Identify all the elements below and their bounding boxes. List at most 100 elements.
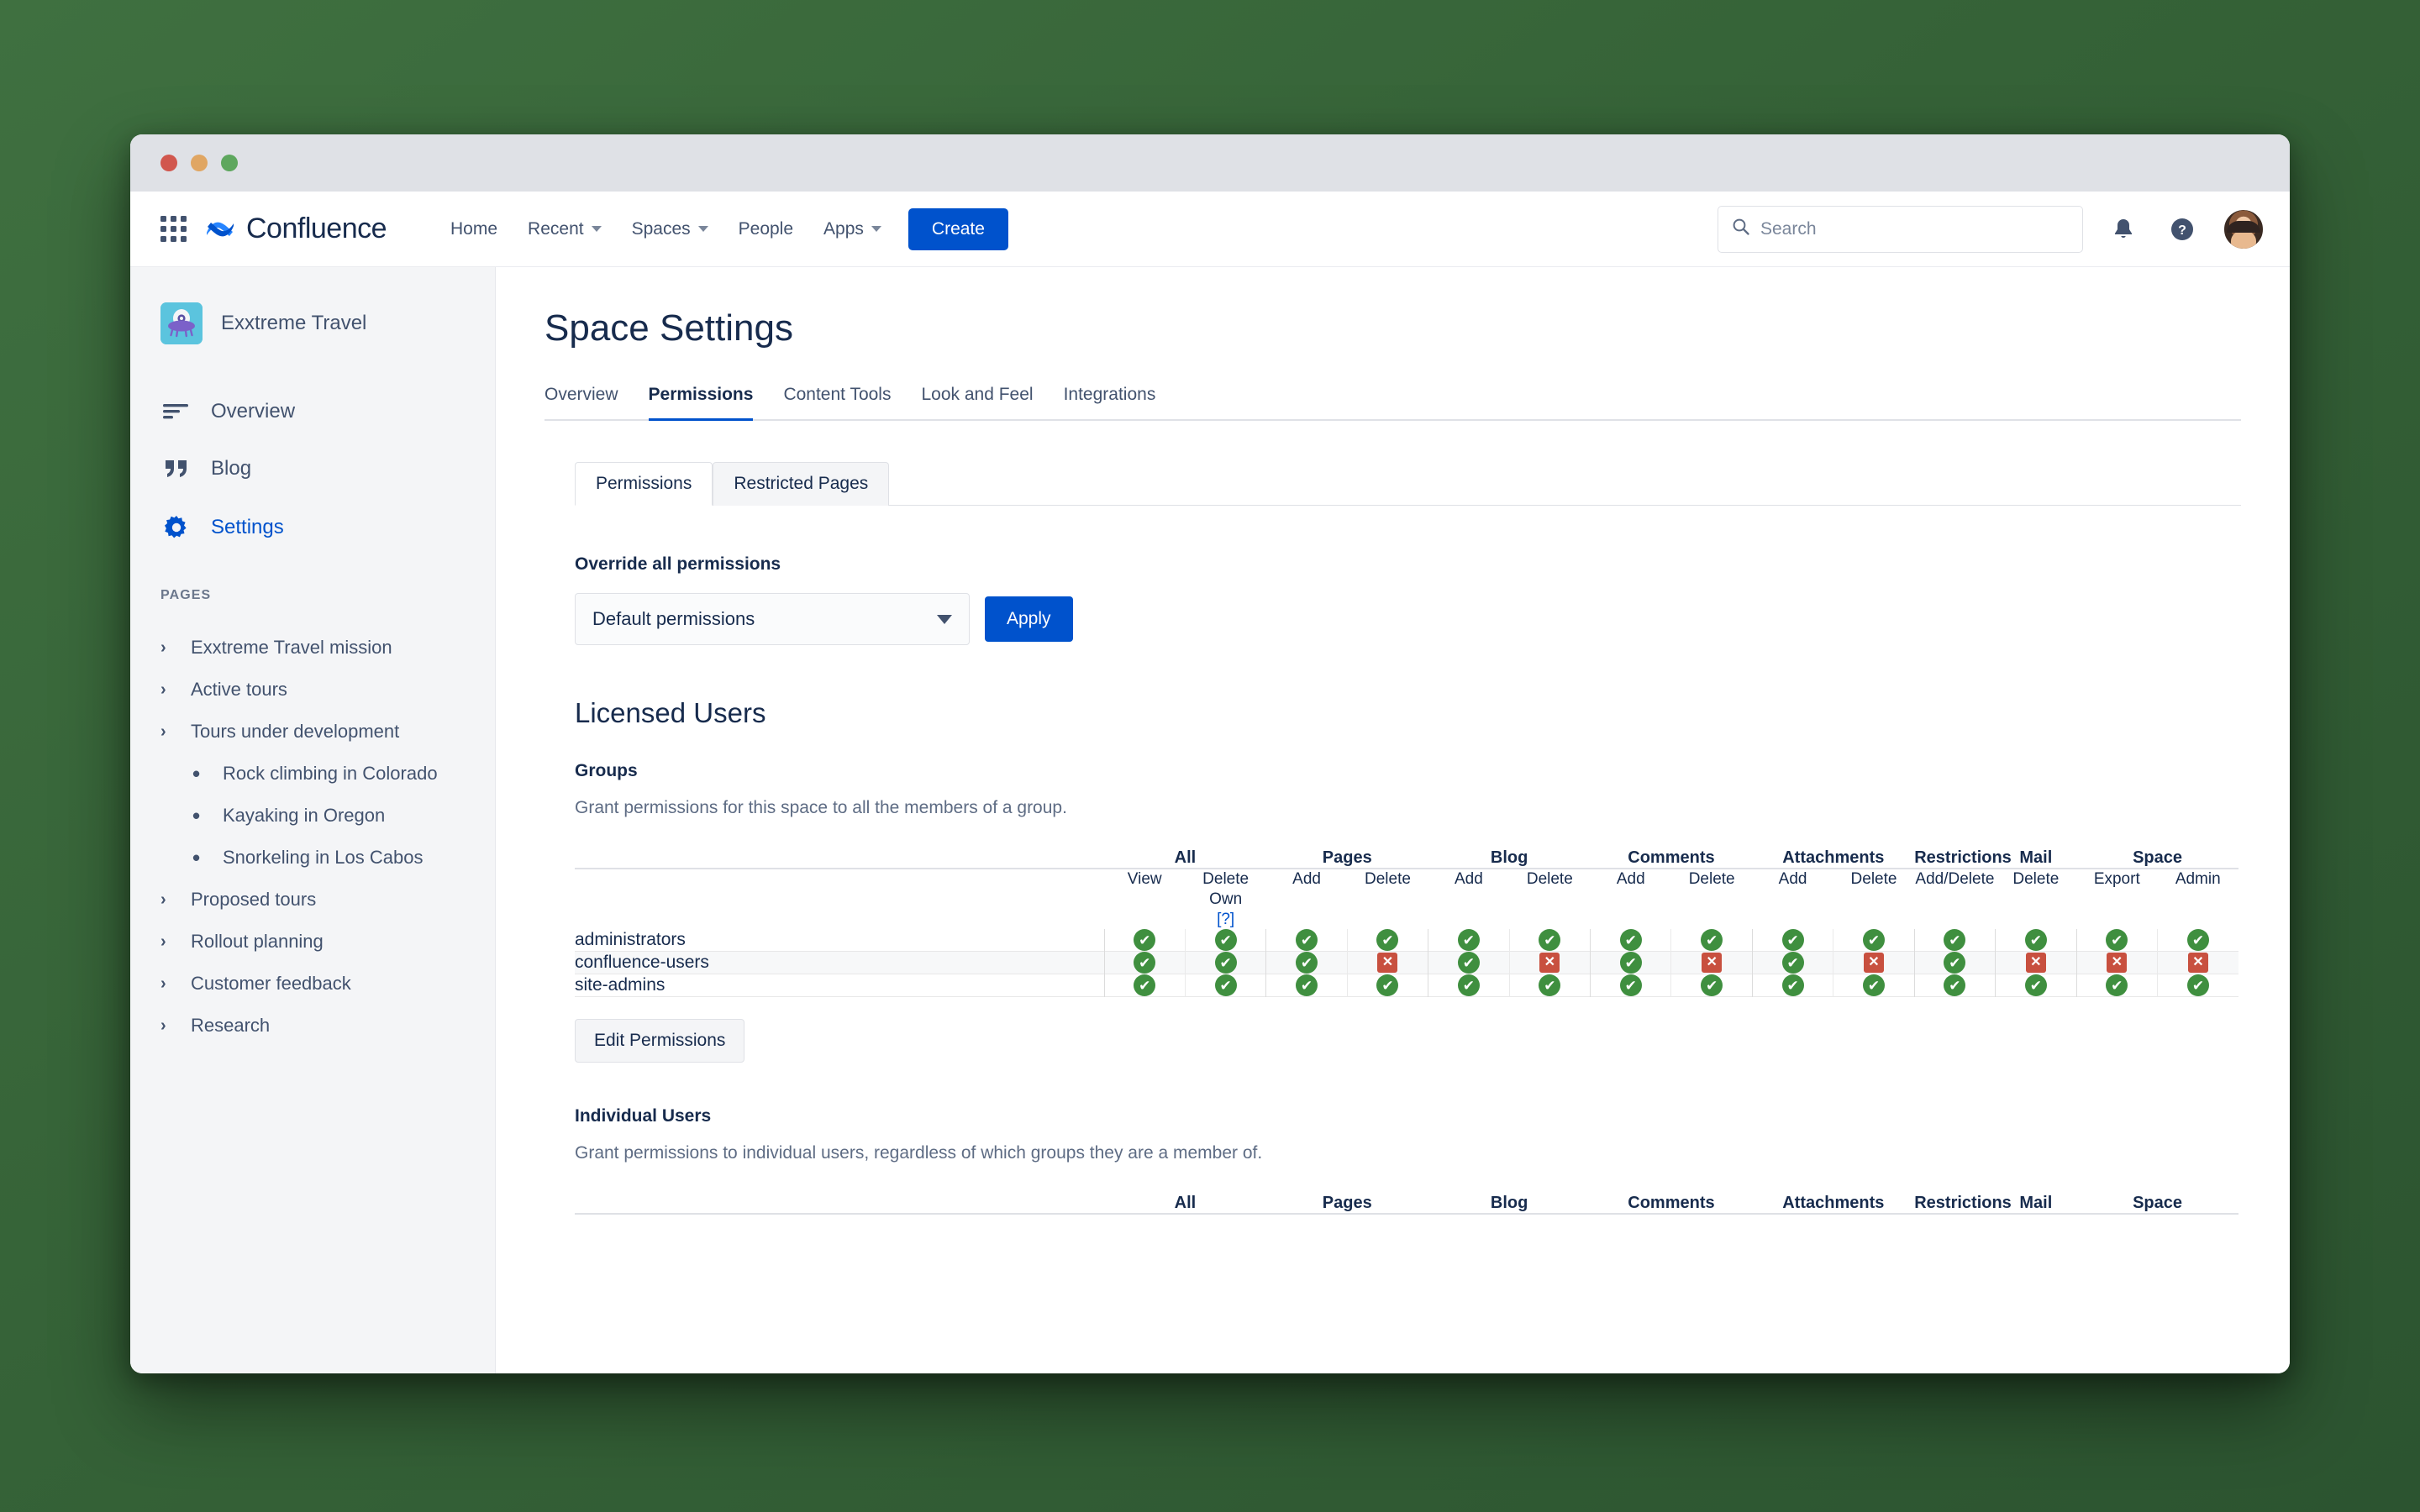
permissions-subtabs: Permissions Restricted Pages <box>575 461 2241 506</box>
bell-icon[interactable] <box>2105 211 2142 248</box>
header-group-space-2: Space <box>2076 1194 2238 1215</box>
permission-granted-icon: ✔ <box>1995 974 2077 997</box>
sub-header-all-view: View <box>1127 870 1162 888</box>
group-permissions-table: All Pages Blog Comments Attachments Rest… <box>575 848 2238 997</box>
permission-granted-icon: ✔ <box>2075 929 2158 952</box>
nav-item-recent[interactable]: Recent <box>513 211 617 248</box>
maximize-window-button[interactable] <box>221 155 238 171</box>
tree-item-exxtreme-travel-mission[interactable]: › Exxtreme Travel mission <box>130 627 495 669</box>
header-group-pages: Pages <box>1265 848 1428 869</box>
permission-granted-icon: ✔ <box>1184 951 1266 974</box>
tree-item-label: Rock climbing in Colorado <box>223 763 438 784</box>
permission-granted-icon: ✔ <box>1428 974 1510 997</box>
permission-granted-icon: ✔ <box>1833 929 1915 952</box>
page-body: Exxtreme Travel Overview <box>130 267 2290 1373</box>
tree-item-label: Rollout planning <box>191 931 324 952</box>
nav-item-recent-label: Recent <box>528 218 584 239</box>
sub-header-comments-add: Add <box>1616 870 1645 888</box>
tree-item-proposed-tours[interactable]: › Proposed tours <box>130 879 495 921</box>
edit-permissions-button[interactable]: Edit Permissions <box>575 1019 745 1063</box>
chevron-right-icon[interactable]: › <box>160 722 166 741</box>
chevron-down-icon <box>937 614 952 624</box>
chevron-right-icon[interactable]: › <box>160 932 166 951</box>
header-group-restrictions-2: Restrictions <box>1914 1194 2012 1215</box>
minimize-window-button[interactable] <box>191 155 208 171</box>
tab-integrations[interactable]: Integrations <box>1063 385 1156 404</box>
permission-granted-icon: ✔ <box>2075 974 2158 997</box>
tree-item-customer-feedback[interactable]: › Customer feedback <box>130 963 495 1005</box>
nav-item-home-label: Home <box>450 218 498 239</box>
close-window-button[interactable] <box>160 155 177 171</box>
brand-text: Confluence <box>246 213 387 244</box>
permissions-table-body: administrators ✔ ✔ ✔ ✔ ✔ ✔ ✔ ✔ ✔ ✔ ✔ ✔ ✔ ✔ confluence-u… <box>575 929 2238 997</box>
group-name-header <box>575 848 1104 869</box>
tree-item-label: Snorkeling in Los Cabos <box>223 847 424 868</box>
create-button[interactable]: Create <box>908 207 1008 250</box>
chevron-right-icon[interactable]: › <box>160 638 166 657</box>
tree-item-label: Proposed tours <box>191 889 317 910</box>
grid-apps-icon[interactable] <box>154 210 192 249</box>
search-box[interactable] <box>1718 205 2083 253</box>
header-group-mail: Mail <box>1995 848 2077 869</box>
header-group-attachments: Attachments <box>1752 848 1915 869</box>
nav-item-people[interactable]: People <box>723 211 808 248</box>
permission-granted-icon: ✔ <box>1184 974 1266 997</box>
tab-overview[interactable]: Overview <box>544 385 618 404</box>
search-input[interactable] <box>1760 218 2069 239</box>
tree-item-tours-under-development[interactable]: › Tours under development <box>130 711 495 753</box>
sub-header-mail-delete: Delete <box>2012 870 2060 888</box>
permission-granted-icon: ✔ <box>1590 929 1671 952</box>
tree-item-rock-climbing-in-colorado[interactable]: • Rock climbing in Colorado <box>130 753 495 795</box>
nav-item-home[interactable]: Home <box>435 211 513 248</box>
header-group-comments-2: Comments <box>1590 1194 1753 1215</box>
header-group-space: Space <box>2076 848 2238 869</box>
sidebar-item-settings[interactable]: Settings <box>130 504 495 551</box>
question-circle-icon[interactable]: ? <box>2164 211 2201 248</box>
tree-item-snorkeling-in-los-cabos[interactable]: • Snorkeling in Los Cabos <box>130 837 495 879</box>
confluence-home-link[interactable]: Confluence <box>206 213 387 245</box>
tree-item-rollout-planning[interactable]: › Rollout planning <box>130 921 495 963</box>
sidebar-item-overview-label: Overview <box>211 400 296 423</box>
chevron-right-icon[interactable]: › <box>160 1016 166 1035</box>
permission-denied-icon: ✕ <box>1346 951 1428 974</box>
tree-item-kayaking-in-oregon[interactable]: • Kayaking in Oregon <box>130 795 495 837</box>
tab-content-tools[interactable]: Content Tools <box>783 385 892 404</box>
sidebar-item-overview[interactable]: Overview <box>130 390 495 433</box>
apply-button[interactable]: Apply <box>985 596 1073 642</box>
override-all-permissions-label: Override all permissions <box>575 554 781 574</box>
individual-name-header <box>575 1194 1104 1215</box>
subtab-restricted-pages[interactable]: Restricted Pages <box>713 462 890 506</box>
chevron-right-icon[interactable]: › <box>160 974 166 993</box>
sub-header-blog-add: Add <box>1454 870 1483 888</box>
chevron-right-icon[interactable]: › <box>160 890 166 909</box>
sub-header-restrictions-add-delete: Add/Delete <box>1915 870 1995 888</box>
permission-denied-icon: ✕ <box>1995 951 2077 974</box>
space-avatar-ufo-icon <box>160 302 203 344</box>
override-permissions-select[interactable]: Default permissions <box>575 593 970 645</box>
nav-item-apps[interactable]: Apps <box>808 211 897 248</box>
nav-item-spaces[interactable]: Spaces <box>617 211 723 248</box>
group-name-cell: confluence-users <box>575 953 709 973</box>
permission-granted-icon: ✔ <box>2156 974 2238 997</box>
tab-look-and-feel[interactable]: Look and Feel <box>921 385 1034 404</box>
permission-granted-icon: ✔ <box>1833 974 1915 997</box>
confluence-logo-icon <box>206 215 234 244</box>
tree-item-research[interactable]: › Research <box>130 1005 495 1047</box>
browser-window: Confluence Home Recent Spaces People App… <box>130 134 2290 1373</box>
individual-group-header-row: All Pages Blog Comments Attachments Rest… <box>575 1194 2238 1215</box>
sub-header-pages-delete: Delete <box>1365 870 1411 888</box>
individual-users-heading: Individual Users <box>575 1106 712 1126</box>
avatar[interactable] <box>2223 207 2265 250</box>
space-header[interactable]: Exxtreme Travel <box>130 302 495 344</box>
bullet-icon: • <box>192 761 201 786</box>
table-row: confluence-users ✔ ✔ ✔ ✕ ✔ ✕ ✔ ✕ ✔ ✕ ✔ ✕ ✕ ✕ <box>575 951 2238 974</box>
subtab-permissions[interactable]: Permissions <box>575 462 713 506</box>
sidebar-item-settings-label: Settings <box>211 516 284 538</box>
bullet-icon: • <box>192 845 201 870</box>
delete-own-help-link[interactable]: [?] <box>1217 910 1235 928</box>
tree-item-active-tours[interactable]: › Active tours <box>130 669 495 711</box>
chevron-right-icon[interactable]: › <box>160 680 166 699</box>
tab-permissions[interactable]: Permissions <box>648 385 754 421</box>
header-group-all-2: All <box>1104 1194 1266 1215</box>
sidebar-item-blog[interactable]: Blog <box>130 447 495 491</box>
